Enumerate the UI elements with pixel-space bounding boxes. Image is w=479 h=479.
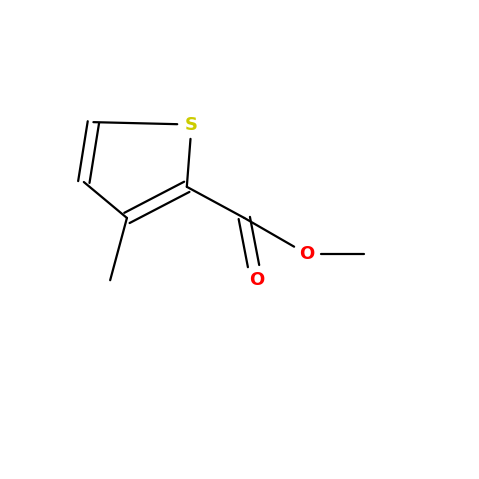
Text: S: S — [185, 115, 198, 134]
Text: O: O — [249, 271, 264, 289]
Text: O: O — [299, 245, 314, 263]
